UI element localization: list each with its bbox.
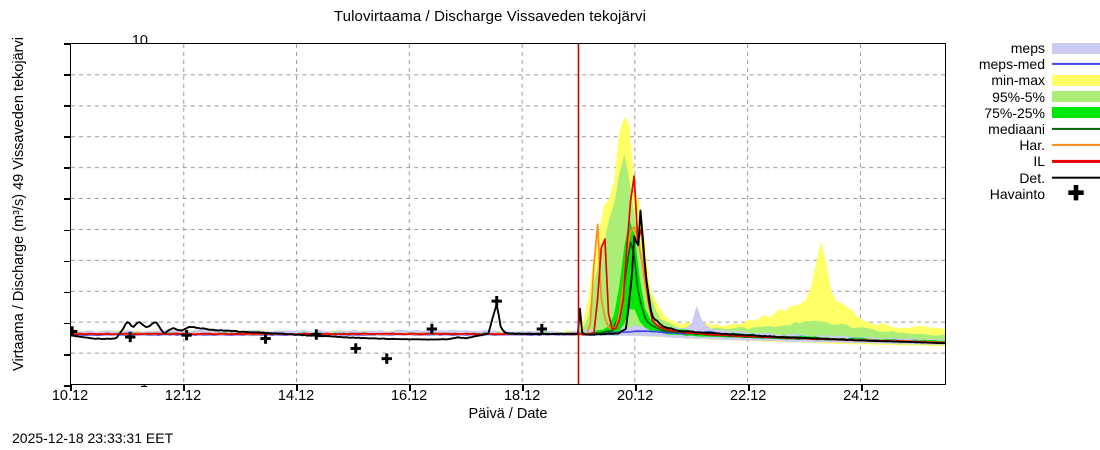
legend-label: meps-med [978,56,1045,73]
y-tick-mark [64,105,70,107]
x-tick-mark [748,385,750,391]
x-axis-label: Päivä / Date [468,406,548,422]
gridlines [71,44,945,384]
legend-label: min-max [991,72,1045,89]
legend-item-min-max[interactable]: min-max [960,72,1100,88]
y-tick-mark [64,260,70,263]
legend-swatch-block [1052,107,1100,119]
y-tick-mark [64,136,70,138]
legend-swatch-line [1052,154,1100,168]
observation-cross-icon [540,323,544,335]
legend-swatch-line [1052,57,1100,71]
legend-label: mediaani [988,121,1045,138]
observation-cross-icon [314,329,318,340]
observation-cross-icon [185,329,189,341]
legend-swatch-block [1052,74,1100,86]
legend-item-havainto[interactable]: Havainto ✚ [960,182,1100,205]
legend-item-75%-25%[interactable]: 75%-25% [960,105,1100,121]
uncertainty-bands [71,116,945,347]
legend-swatch-line [1052,122,1100,136]
timestamp: 2025-12-18 23:33:31 EET [12,430,174,446]
y-tick-mark [64,74,70,76]
legend-label: Har. [1019,137,1045,154]
legend: meps meps-med min-max 95%-5% 75%-25% mediaani… [960,40,1100,205]
legend-swatch-line [1052,138,1100,152]
y-axis-label: Virtaama / Discharge (m³/s) 49 Vissavede… [11,37,27,371]
observation-cross-icon [71,329,78,333]
y-tick-mark [64,198,70,201]
legend-swatch-block [1052,91,1100,103]
observation-marker [260,333,271,344]
x-tick-mark [522,385,524,391]
series-line-det- [71,209,945,345]
observation-cross-icon [495,295,499,307]
observation-marker [71,326,78,337]
observation-marker [311,329,322,340]
observation-cross-icon [71,326,74,337]
legend-swatch-cross-icon: ✚ [1067,182,1085,205]
legend-label: Havainto [989,185,1045,202]
x-tick-mark [70,385,72,391]
x-tick-mark [861,385,863,391]
legend-item-il[interactable]: IL [960,153,1100,169]
y-tick-mark [64,385,70,387]
legend-item-meps[interactable]: meps [960,40,1100,56]
legend-label: IL [1033,153,1045,170]
x-tick-mark [409,385,411,391]
plot-canvas [71,44,945,384]
observation-cross-icon [264,333,268,344]
x-tick-mark [296,385,298,391]
y-tick-mark [64,43,70,45]
legend-item-mediaani[interactable]: mediaani [960,121,1100,137]
legend-label: Det. [1019,169,1045,186]
observation-marker [350,343,361,354]
plot-area [70,43,946,385]
chart-title: Tulovirtaama / Discharge Vissaveden teko… [333,8,647,25]
x-tick-mark [183,385,185,391]
legend-item-95%-5%[interactable]: 95%-5% [960,89,1100,105]
x-tick-label: 14.12 [277,388,315,404]
observation-marker [536,323,548,335]
band-min-max [71,116,945,347]
observation-marker [125,331,136,343]
y-tick-mark [64,291,70,294]
legend-label: 95%-5% [992,88,1045,105]
x-tick-label: 16.12 [390,388,428,404]
x-tick-label: 20.12 [617,388,654,404]
y-tick-mark [64,229,70,232]
legend-item-meps-med[interactable]: meps-med [960,56,1100,72]
legend-swatch-block [1052,42,1100,54]
observation-marker [491,295,502,307]
observation-marker [181,329,192,341]
y-tick-mark [64,353,70,356]
legend-label: meps [1010,40,1045,57]
x-tick-label: 10.12 [51,388,89,404]
observation-cross-icon [430,323,434,335]
observation-cross-icon [385,353,389,364]
legend-item-har-[interactable]: Har. [960,137,1100,153]
y-tick-mark [64,167,70,169]
observation-marker [381,353,392,364]
legend-label: 75%-25% [984,104,1045,121]
observation-cross-icon [128,331,132,343]
x-tick-label: 12.12 [164,388,202,404]
series-lines [71,175,945,345]
legend-item-det-[interactable]: Det. [960,170,1100,186]
x-tick-label: 22.12 [730,388,767,404]
x-tick-mark [635,385,637,391]
observation-cross-icon [354,343,358,354]
x-tick-label: 18.12 [503,388,541,404]
observation-markers [71,295,548,364]
x-tick-label: 24.12 [843,388,880,404]
y-tick-mark [64,322,70,325]
observation-marker [426,323,438,335]
